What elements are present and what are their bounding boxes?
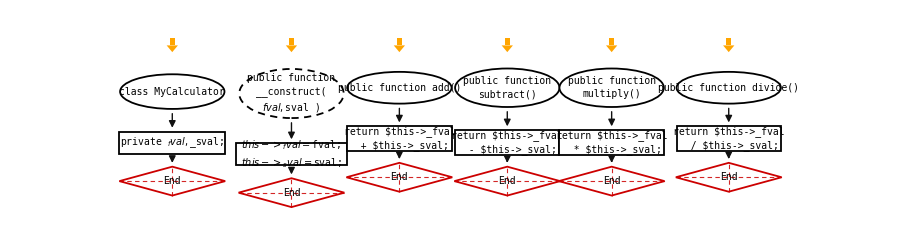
- Text: class MyCalculator: class MyCalculator: [119, 86, 225, 97]
- Text: public function divide(): public function divide(): [658, 83, 799, 93]
- Text: public function
multiply(): public function multiply(): [568, 76, 656, 99]
- Polygon shape: [238, 178, 344, 207]
- Ellipse shape: [120, 74, 225, 109]
- Polygon shape: [119, 167, 225, 196]
- Text: public function
__construct(
$fval, $sval ): public function __construct( $fval, $sva…: [248, 73, 336, 114]
- Polygon shape: [347, 163, 452, 192]
- Polygon shape: [286, 46, 297, 52]
- Text: End: End: [499, 176, 516, 186]
- Text: $this->_fval = $fval;
$this->_sval = $sval;: $this->_fval = $fval; $this->_sval = $sv…: [241, 138, 342, 170]
- Polygon shape: [726, 38, 732, 46]
- Text: private $_fval, $_sval;: private $_fval, $_sval;: [120, 135, 225, 150]
- Polygon shape: [609, 38, 614, 46]
- Text: return $this->_fval
  * $this->_sval;: return $this->_fval * $this->_sval;: [556, 130, 667, 155]
- Text: return $this->_fval
  / $this->_sval;: return $this->_fval / $this->_sval;: [672, 126, 784, 151]
- Polygon shape: [505, 38, 510, 46]
- Text: return $this->_fval
  - $this->_sval;: return $this->_fval - $this->_sval;: [451, 130, 563, 155]
- Ellipse shape: [560, 68, 664, 107]
- Text: End: End: [720, 172, 737, 182]
- Bar: [119, 132, 225, 154]
- Bar: [455, 130, 560, 155]
- Polygon shape: [606, 46, 617, 52]
- Polygon shape: [559, 167, 664, 196]
- Ellipse shape: [676, 72, 781, 104]
- Polygon shape: [454, 167, 561, 196]
- Bar: [348, 126, 451, 151]
- Polygon shape: [501, 46, 513, 52]
- Polygon shape: [394, 46, 405, 52]
- Polygon shape: [397, 38, 402, 46]
- Bar: [676, 126, 781, 151]
- Text: public function
subtract(): public function subtract(): [463, 76, 551, 99]
- Text: End: End: [283, 188, 300, 198]
- Polygon shape: [167, 46, 178, 52]
- Polygon shape: [723, 46, 734, 52]
- Ellipse shape: [348, 72, 451, 104]
- Text: End: End: [164, 176, 181, 186]
- Text: return $this->_fval
  + $this->_sval;: return $this->_fval + $this->_sval;: [344, 126, 455, 151]
- Text: public function add(): public function add(): [338, 83, 461, 93]
- Text: End: End: [390, 172, 409, 182]
- Bar: [560, 130, 664, 155]
- Ellipse shape: [239, 69, 344, 118]
- Polygon shape: [170, 38, 175, 46]
- Polygon shape: [289, 38, 294, 46]
- Bar: [236, 143, 348, 165]
- Text: End: End: [602, 176, 621, 186]
- Ellipse shape: [455, 68, 560, 107]
- Polygon shape: [676, 163, 782, 192]
